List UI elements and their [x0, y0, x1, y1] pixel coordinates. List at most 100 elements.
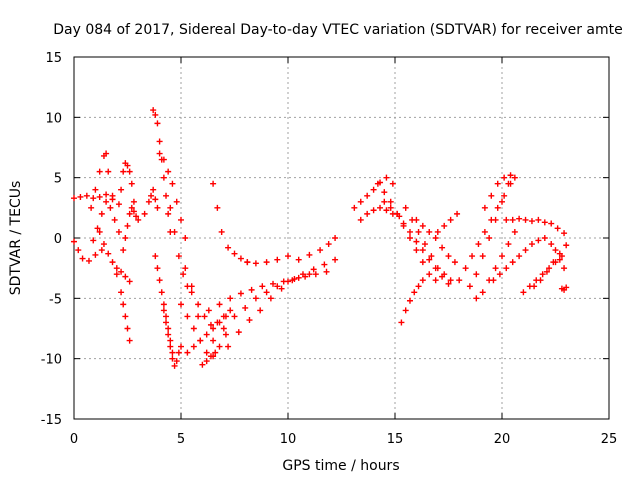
data-point — [456, 277, 463, 284]
data-point — [222, 313, 229, 320]
data-point — [244, 259, 251, 266]
series-track-36 — [490, 235, 548, 284]
data-point — [550, 259, 557, 266]
data-point — [323, 268, 330, 275]
data-point — [332, 256, 339, 263]
series-track-35 — [481, 172, 518, 211]
data-point — [370, 186, 377, 193]
data-point — [124, 222, 131, 229]
data-point — [207, 353, 214, 360]
data-point — [130, 198, 137, 205]
data-point — [197, 337, 204, 344]
data-point — [122, 235, 129, 241]
data-point — [124, 162, 131, 169]
data-point — [103, 198, 110, 205]
series-track-42 — [558, 284, 570, 293]
data-point — [165, 325, 172, 332]
data-point — [225, 244, 232, 251]
data-point — [479, 289, 486, 296]
data-point — [92, 251, 99, 258]
series-track-10 — [150, 107, 174, 235]
data-point — [109, 192, 116, 199]
axis-ticks — [73, 56, 610, 420]
data-point — [522, 247, 529, 254]
data-point — [516, 253, 523, 260]
x-tick-label: 20 — [494, 432, 511, 447]
series-track-38 — [503, 215, 568, 237]
data-point — [237, 290, 244, 297]
x-tick-label: 25 — [601, 432, 618, 447]
data-point — [77, 193, 84, 200]
data-point — [180, 271, 187, 278]
data-point — [400, 220, 407, 227]
data-point — [133, 213, 140, 220]
series-track-31 — [413, 216, 458, 266]
data-point — [411, 289, 418, 296]
data-point — [175, 349, 182, 356]
data-point — [152, 111, 159, 118]
data-point — [505, 241, 512, 248]
data-point — [120, 301, 127, 308]
data-point — [173, 358, 180, 365]
data-point — [509, 259, 516, 266]
data-point — [195, 301, 202, 308]
data-point — [252, 260, 259, 267]
data-point — [152, 253, 159, 260]
data-point — [203, 349, 210, 356]
data-point — [171, 362, 178, 369]
data-point — [171, 228, 178, 235]
data-point — [541, 235, 548, 241]
y-tick-label: -10 — [41, 353, 62, 368]
data-point — [317, 247, 324, 254]
data-point — [126, 278, 133, 285]
x-axis-label: GPS time / hours — [282, 458, 399, 474]
data-point — [75, 247, 82, 254]
data-point — [426, 256, 433, 263]
data-point — [556, 250, 563, 257]
data-point — [441, 271, 448, 278]
data-point — [242, 304, 249, 311]
data-point — [71, 238, 77, 245]
data-point — [135, 216, 142, 223]
data-point — [415, 228, 422, 235]
data-point — [469, 253, 476, 260]
series-track-23 — [225, 256, 339, 350]
data-point — [150, 186, 157, 193]
data-point — [252, 295, 259, 302]
data-point — [118, 268, 125, 275]
data-point — [96, 228, 103, 235]
data-point — [383, 174, 390, 181]
data-point — [299, 271, 306, 278]
data-point — [257, 307, 264, 314]
data-point — [481, 228, 488, 235]
series-track-02 — [71, 238, 105, 264]
data-point — [499, 253, 505, 260]
data-point — [126, 337, 133, 344]
y-tick-label: 0 — [54, 232, 62, 247]
data-point — [205, 307, 212, 314]
data-point — [126, 210, 133, 217]
data-point — [145, 198, 152, 205]
data-point — [528, 241, 535, 248]
series-track-32 — [434, 210, 461, 235]
data-point — [122, 313, 129, 320]
series-track-09 — [141, 186, 161, 217]
data-point — [406, 228, 413, 235]
data-point — [522, 216, 529, 223]
data-point — [486, 235, 493, 241]
data-point — [332, 235, 339, 241]
data-point — [96, 168, 103, 175]
data-point — [167, 343, 174, 350]
data-point — [441, 222, 448, 229]
series-track-24 — [295, 235, 339, 263]
data-point — [100, 241, 107, 248]
data-point — [357, 198, 364, 205]
data-point — [370, 207, 377, 214]
data-point — [113, 271, 120, 278]
data-point — [321, 261, 328, 268]
data-point — [503, 216, 510, 223]
data-point — [421, 241, 428, 248]
y-axis-label: SDTVAR / TECUs — [8, 181, 24, 296]
data-point — [552, 247, 559, 254]
data-point — [439, 244, 446, 251]
